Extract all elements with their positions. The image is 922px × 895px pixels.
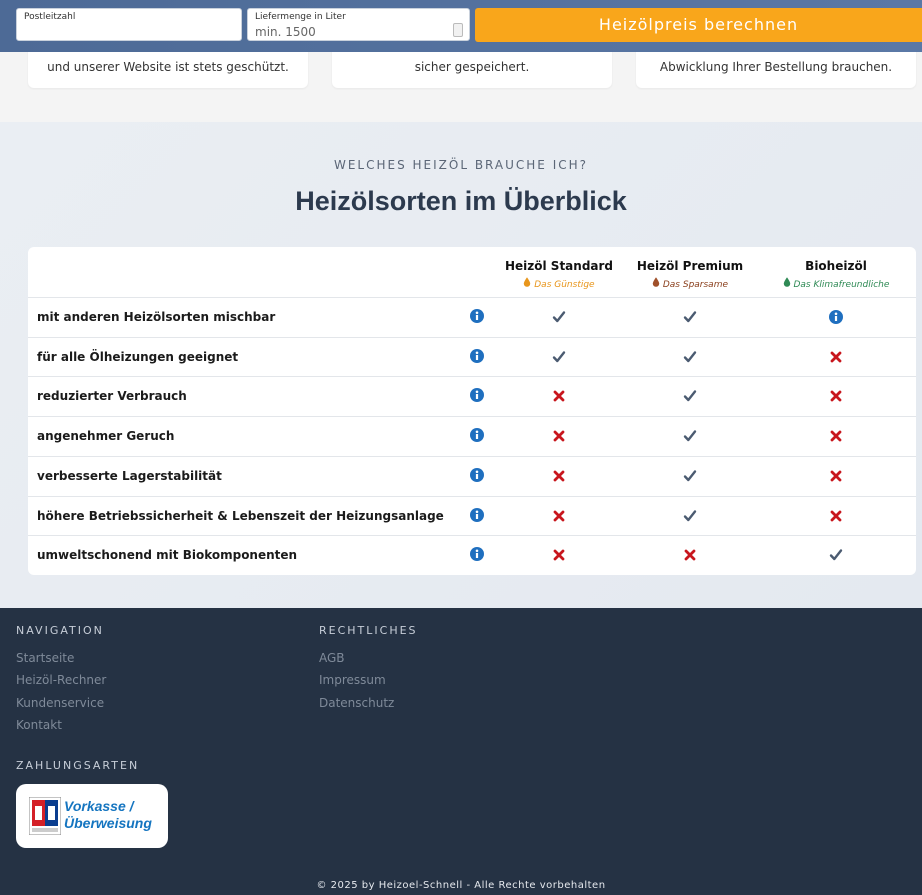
footer-link[interactable]: Startseite xyxy=(16,651,75,665)
table-row: umweltschonend mit Biokomponenten xyxy=(28,535,916,575)
check-icon xyxy=(683,350,697,364)
tagline: Das Günstige xyxy=(534,280,595,290)
column-header: Heizöl Premium Das Sparsame xyxy=(610,259,770,290)
payment-badge: Vorkasse / Überweisung xyxy=(16,784,168,848)
check-icon xyxy=(683,509,697,523)
top-bar: Postleitzahl Liefermenge in Liter min. 1… xyxy=(0,0,922,52)
card-text: und unserer Website ist stets geschützt. xyxy=(47,60,289,74)
row-label: höhere Betriebssicherheit & Lebenszeit d… xyxy=(37,508,444,523)
footer-link[interactable]: Impressum xyxy=(319,673,386,687)
comparison-section: WELCHES HEIZÖL BRAUCHE ICH? Heizölsorten… xyxy=(0,122,922,608)
row-label: reduzierter Verbrauch xyxy=(37,389,187,404)
column-header: Bioheizöl Das Klimafreundliche xyxy=(756,259,916,290)
footer-link[interactable]: Kundenservice xyxy=(16,696,105,710)
cross-icon xyxy=(829,429,843,443)
row-label: angenehmer Geruch xyxy=(37,429,175,444)
cross-icon xyxy=(552,429,566,443)
table-row: angenehmer Geruch xyxy=(28,416,916,456)
input-placeholder: min. 1500 xyxy=(255,25,316,39)
info-icon[interactable] xyxy=(470,309,484,323)
card-text: Abwicklung Ihrer Bestellung brauchen. xyxy=(659,60,893,74)
spinner[interactable] xyxy=(453,23,463,37)
calculate-button[interactable]: Heizölpreis berechnen xyxy=(475,8,922,42)
copyright: © 2025 by Heizoel-Schnell - Alle Rechte … xyxy=(316,880,606,891)
info-icon[interactable] xyxy=(470,349,484,363)
info-icon[interactable] xyxy=(470,388,484,402)
check-icon xyxy=(552,350,566,364)
column-header: Heizöl Standard Das Günstige xyxy=(479,259,639,290)
cross-icon xyxy=(552,389,566,403)
row-label: umweltschonend mit Biokomponenten xyxy=(37,548,298,563)
footer-link[interactable]: AGB xyxy=(319,651,345,665)
cross-icon xyxy=(829,509,843,523)
input-label: Liefermenge in Liter xyxy=(255,12,346,22)
cross-icon xyxy=(829,469,843,483)
tagline: Das Sparsame xyxy=(662,280,729,290)
cross-icon xyxy=(683,548,697,562)
row-label: verbesserte Lagerstabilität xyxy=(37,468,222,483)
column-title: Heizöl Premium xyxy=(636,259,744,273)
feature-card: Abwicklung Ihrer Bestellung brauchen. xyxy=(636,42,916,88)
cross-icon xyxy=(552,548,566,562)
check-icon xyxy=(829,548,843,562)
info-icon[interactable] xyxy=(829,310,843,324)
row-label: für alle Ölheizungen geeignet xyxy=(37,349,239,364)
input-label: Postleitzahl xyxy=(24,12,76,22)
footer-link[interactable]: Datenschutz xyxy=(319,696,395,710)
info-icon[interactable] xyxy=(470,428,484,442)
section-title: Heizölsorten im Überblick xyxy=(295,186,627,216)
table-row: für alle Ölheizungen geeignet xyxy=(28,336,916,377)
table-row: verbesserte Lagerstabilität xyxy=(28,455,916,496)
footer-heading: ZAHLUNGSARTEN xyxy=(16,759,140,772)
footer: NAVIGATION Startseite Heizöl-Rechner Kun… xyxy=(0,608,922,895)
eyebrow: WELCHES HEIZÖL BRAUCHE ICH? xyxy=(333,158,589,172)
footer-link[interactable]: Kontakt xyxy=(16,718,62,732)
feature-cards: und unserer Website ist stets geschützt.… xyxy=(0,42,922,122)
quantity-input[interactable]: Liefermenge in Liter min. 1500 xyxy=(247,8,470,41)
info-icon[interactable] xyxy=(470,547,484,561)
column-title: Bioheizöl xyxy=(805,259,867,273)
check-icon xyxy=(683,310,697,324)
drop-icon xyxy=(783,277,791,287)
drop-icon xyxy=(652,277,660,287)
table-row: höhere Betriebssicherheit & Lebenszeit d… xyxy=(28,495,916,536)
ec-logo xyxy=(29,797,61,835)
footer-link[interactable]: Heizöl-Rechner xyxy=(16,673,107,687)
check-icon xyxy=(683,389,697,403)
info-icon[interactable] xyxy=(470,468,484,482)
column-title: Heizöl Standard xyxy=(504,259,614,273)
footer-heading: RECHTLICHES xyxy=(319,624,418,637)
table-row: mit anderen Heizölsorten mischbar xyxy=(28,297,916,337)
comparison-table: Heizöl Standard Das Günstige Heizöl Prem… xyxy=(28,247,916,575)
cross-icon xyxy=(829,389,843,403)
cross-icon xyxy=(552,509,566,523)
info-icon[interactable] xyxy=(470,508,484,522)
column-subtitle: Das Klimafreundliche xyxy=(756,277,916,290)
column-subtitle: Das Sparsame xyxy=(610,277,770,290)
check-icon xyxy=(683,469,697,483)
cross-icon xyxy=(829,350,843,364)
check-icon xyxy=(683,429,697,443)
card-text: sicher gespeichert. xyxy=(414,60,530,74)
tagline: Das Klimafreundliche xyxy=(793,280,890,290)
payment-text: Vorkasse / Überweisung xyxy=(64,798,152,831)
drop-icon xyxy=(523,277,531,287)
table-row: reduzierter Verbrauch xyxy=(28,376,916,416)
cross-icon xyxy=(552,469,566,483)
footer-heading: NAVIGATION xyxy=(16,624,104,637)
row-label: mit anderen Heizölsorten mischbar xyxy=(37,310,276,324)
postcode-input[interactable]: Postleitzahl xyxy=(16,8,242,41)
check-icon xyxy=(552,310,566,324)
column-subtitle: Das Günstige xyxy=(479,277,639,290)
